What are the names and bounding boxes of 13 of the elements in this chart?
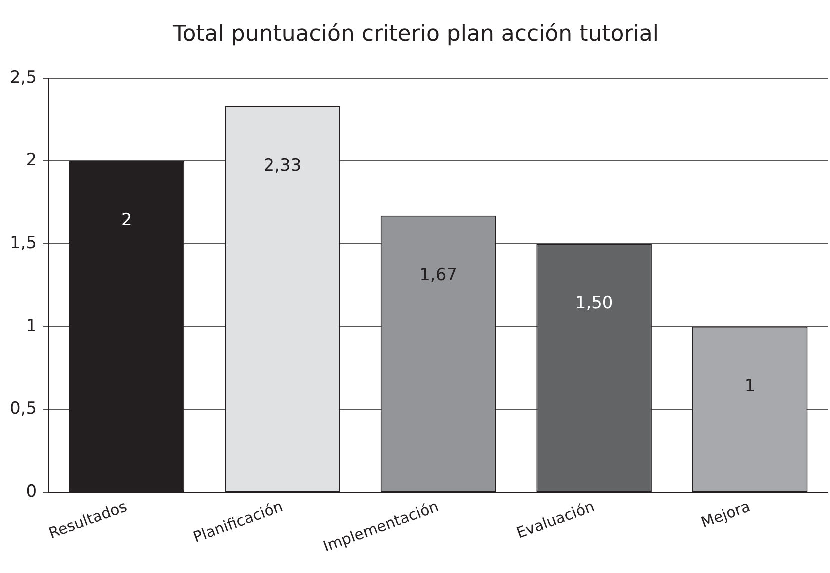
y-tick-label: 2,5 (10, 68, 38, 88)
data-label: 1 (744, 376, 756, 396)
data-label: 1,67 (420, 265, 458, 286)
data-label: 1,50 (575, 293, 614, 314)
y-tick-label: 1,5 (10, 233, 38, 254)
chart-title: Total puntuación criterio plan acción tutorial (172, 22, 659, 47)
data-label: 2 (122, 210, 132, 231)
y-tick-label: 2 (26, 150, 38, 171)
y-tick-label: 0 (26, 482, 38, 502)
y-tick-label: 1 (26, 316, 38, 336)
data-label: 2,33 (264, 156, 302, 176)
x-tick-label: Mejora (698, 497, 753, 532)
y-tick-label: 0,5 (10, 399, 38, 420)
